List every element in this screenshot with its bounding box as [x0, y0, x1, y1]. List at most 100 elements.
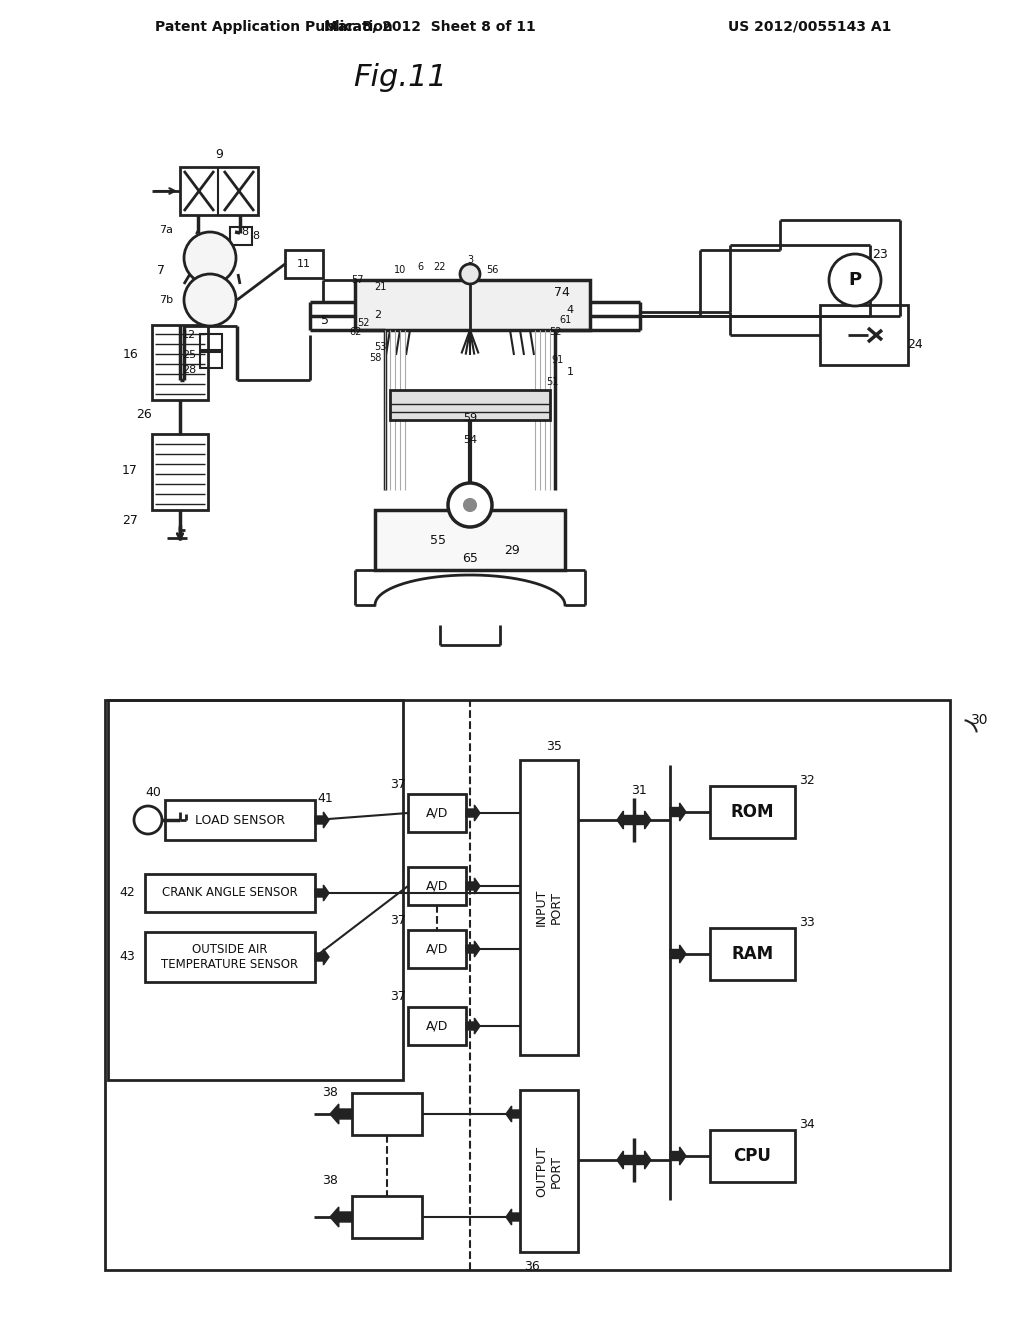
- Text: 54: 54: [463, 436, 477, 445]
- Bar: [820, 305, 908, 366]
- Polygon shape: [466, 878, 480, 894]
- Text: 59: 59: [463, 413, 477, 422]
- Bar: [520, 1090, 578, 1251]
- Bar: [152, 434, 208, 510]
- Text: 4: 4: [566, 305, 573, 315]
- Bar: [352, 1196, 422, 1238]
- Text: Mar. 8, 2012  Sheet 8 of 11: Mar. 8, 2012 Sheet 8 of 11: [325, 20, 536, 34]
- Bar: [145, 932, 315, 982]
- Text: 7b: 7b: [159, 294, 173, 305]
- Text: 38: 38: [323, 1086, 338, 1100]
- Polygon shape: [635, 1151, 651, 1170]
- Text: OUTPUT
PORT: OUTPUT PORT: [535, 1146, 563, 1196]
- Text: 52: 52: [356, 318, 370, 327]
- Polygon shape: [330, 1104, 352, 1125]
- Circle shape: [184, 232, 236, 284]
- Text: 37: 37: [390, 777, 406, 791]
- Polygon shape: [670, 803, 686, 821]
- Bar: [408, 795, 466, 832]
- Text: 17: 17: [122, 463, 138, 477]
- Polygon shape: [635, 810, 651, 829]
- Text: 16: 16: [122, 348, 138, 362]
- Text: 26: 26: [136, 408, 152, 421]
- Bar: [710, 1130, 795, 1181]
- Polygon shape: [670, 945, 686, 964]
- Bar: [355, 280, 590, 330]
- Text: 3: 3: [467, 255, 473, 265]
- Text: 7a: 7a: [159, 224, 173, 235]
- Text: 65: 65: [462, 552, 478, 565]
- Text: 21: 21: [374, 282, 386, 292]
- Text: 57: 57: [351, 275, 364, 285]
- Text: A/D: A/D: [426, 942, 449, 956]
- Text: 34: 34: [799, 1118, 815, 1130]
- Text: 29: 29: [504, 544, 520, 557]
- Text: 27: 27: [122, 513, 138, 527]
- Circle shape: [134, 807, 162, 834]
- Text: 32: 32: [799, 774, 815, 787]
- Bar: [710, 785, 795, 838]
- Polygon shape: [506, 1209, 520, 1225]
- Text: 24: 24: [907, 338, 923, 351]
- Bar: [180, 168, 258, 215]
- Polygon shape: [617, 810, 633, 829]
- Polygon shape: [315, 949, 329, 965]
- Text: 36: 36: [524, 1259, 540, 1272]
- Text: INPUT
PORT: INPUT PORT: [535, 888, 563, 927]
- Bar: [520, 760, 578, 1055]
- Polygon shape: [506, 1106, 520, 1122]
- Text: 41: 41: [317, 792, 333, 804]
- Bar: [285, 249, 323, 279]
- Text: 28: 28: [181, 366, 196, 375]
- Text: CRANK ANGLE SENSOR: CRANK ANGLE SENSOR: [162, 887, 298, 899]
- Text: CPU: CPU: [733, 1147, 771, 1166]
- Bar: [152, 325, 208, 400]
- Text: 31: 31: [631, 784, 647, 796]
- Text: 58: 58: [369, 352, 381, 363]
- Text: 33: 33: [799, 916, 815, 928]
- Text: 91: 91: [552, 355, 564, 366]
- Text: 62: 62: [350, 327, 362, 337]
- Text: Patent Application Publication: Patent Application Publication: [155, 20, 393, 34]
- Bar: [230, 227, 252, 246]
- Text: 2: 2: [375, 310, 382, 319]
- Text: 61: 61: [559, 315, 571, 325]
- Polygon shape: [670, 1147, 686, 1166]
- Text: 11: 11: [297, 259, 311, 269]
- Text: 25: 25: [182, 350, 196, 360]
- Bar: [165, 800, 315, 840]
- Bar: [710, 928, 795, 979]
- Text: 56: 56: [485, 265, 499, 275]
- Circle shape: [464, 499, 476, 511]
- Circle shape: [460, 264, 480, 284]
- Text: 51: 51: [546, 378, 558, 387]
- Polygon shape: [617, 1151, 633, 1170]
- Bar: [145, 874, 315, 912]
- Text: 6: 6: [417, 261, 423, 272]
- Text: OUTSIDE AIR
TEMPERATURE SENSOR: OUTSIDE AIR TEMPERATURE SENSOR: [162, 942, 299, 972]
- Text: P: P: [849, 271, 861, 289]
- Bar: [390, 389, 550, 420]
- Text: 10: 10: [394, 265, 407, 275]
- Text: Fig.11: Fig.11: [353, 63, 446, 92]
- Polygon shape: [315, 812, 329, 828]
- Bar: [408, 931, 466, 968]
- Bar: [408, 867, 466, 906]
- Text: A/D: A/D: [426, 807, 449, 820]
- Text: RAM: RAM: [731, 945, 773, 964]
- Polygon shape: [330, 1206, 352, 1228]
- Text: 1: 1: [566, 367, 573, 378]
- Bar: [352, 1093, 422, 1135]
- Text: LOAD SENSOR: LOAD SENSOR: [195, 813, 285, 826]
- Polygon shape: [315, 884, 329, 902]
- Bar: [375, 510, 565, 570]
- Bar: [200, 334, 222, 350]
- Circle shape: [829, 253, 881, 306]
- Bar: [108, 700, 403, 1080]
- Text: 22: 22: [434, 261, 446, 272]
- Text: 37: 37: [390, 913, 406, 927]
- Text: 55: 55: [430, 533, 446, 546]
- Text: 12: 12: [182, 330, 196, 341]
- Polygon shape: [466, 805, 480, 821]
- Text: 9: 9: [215, 149, 223, 161]
